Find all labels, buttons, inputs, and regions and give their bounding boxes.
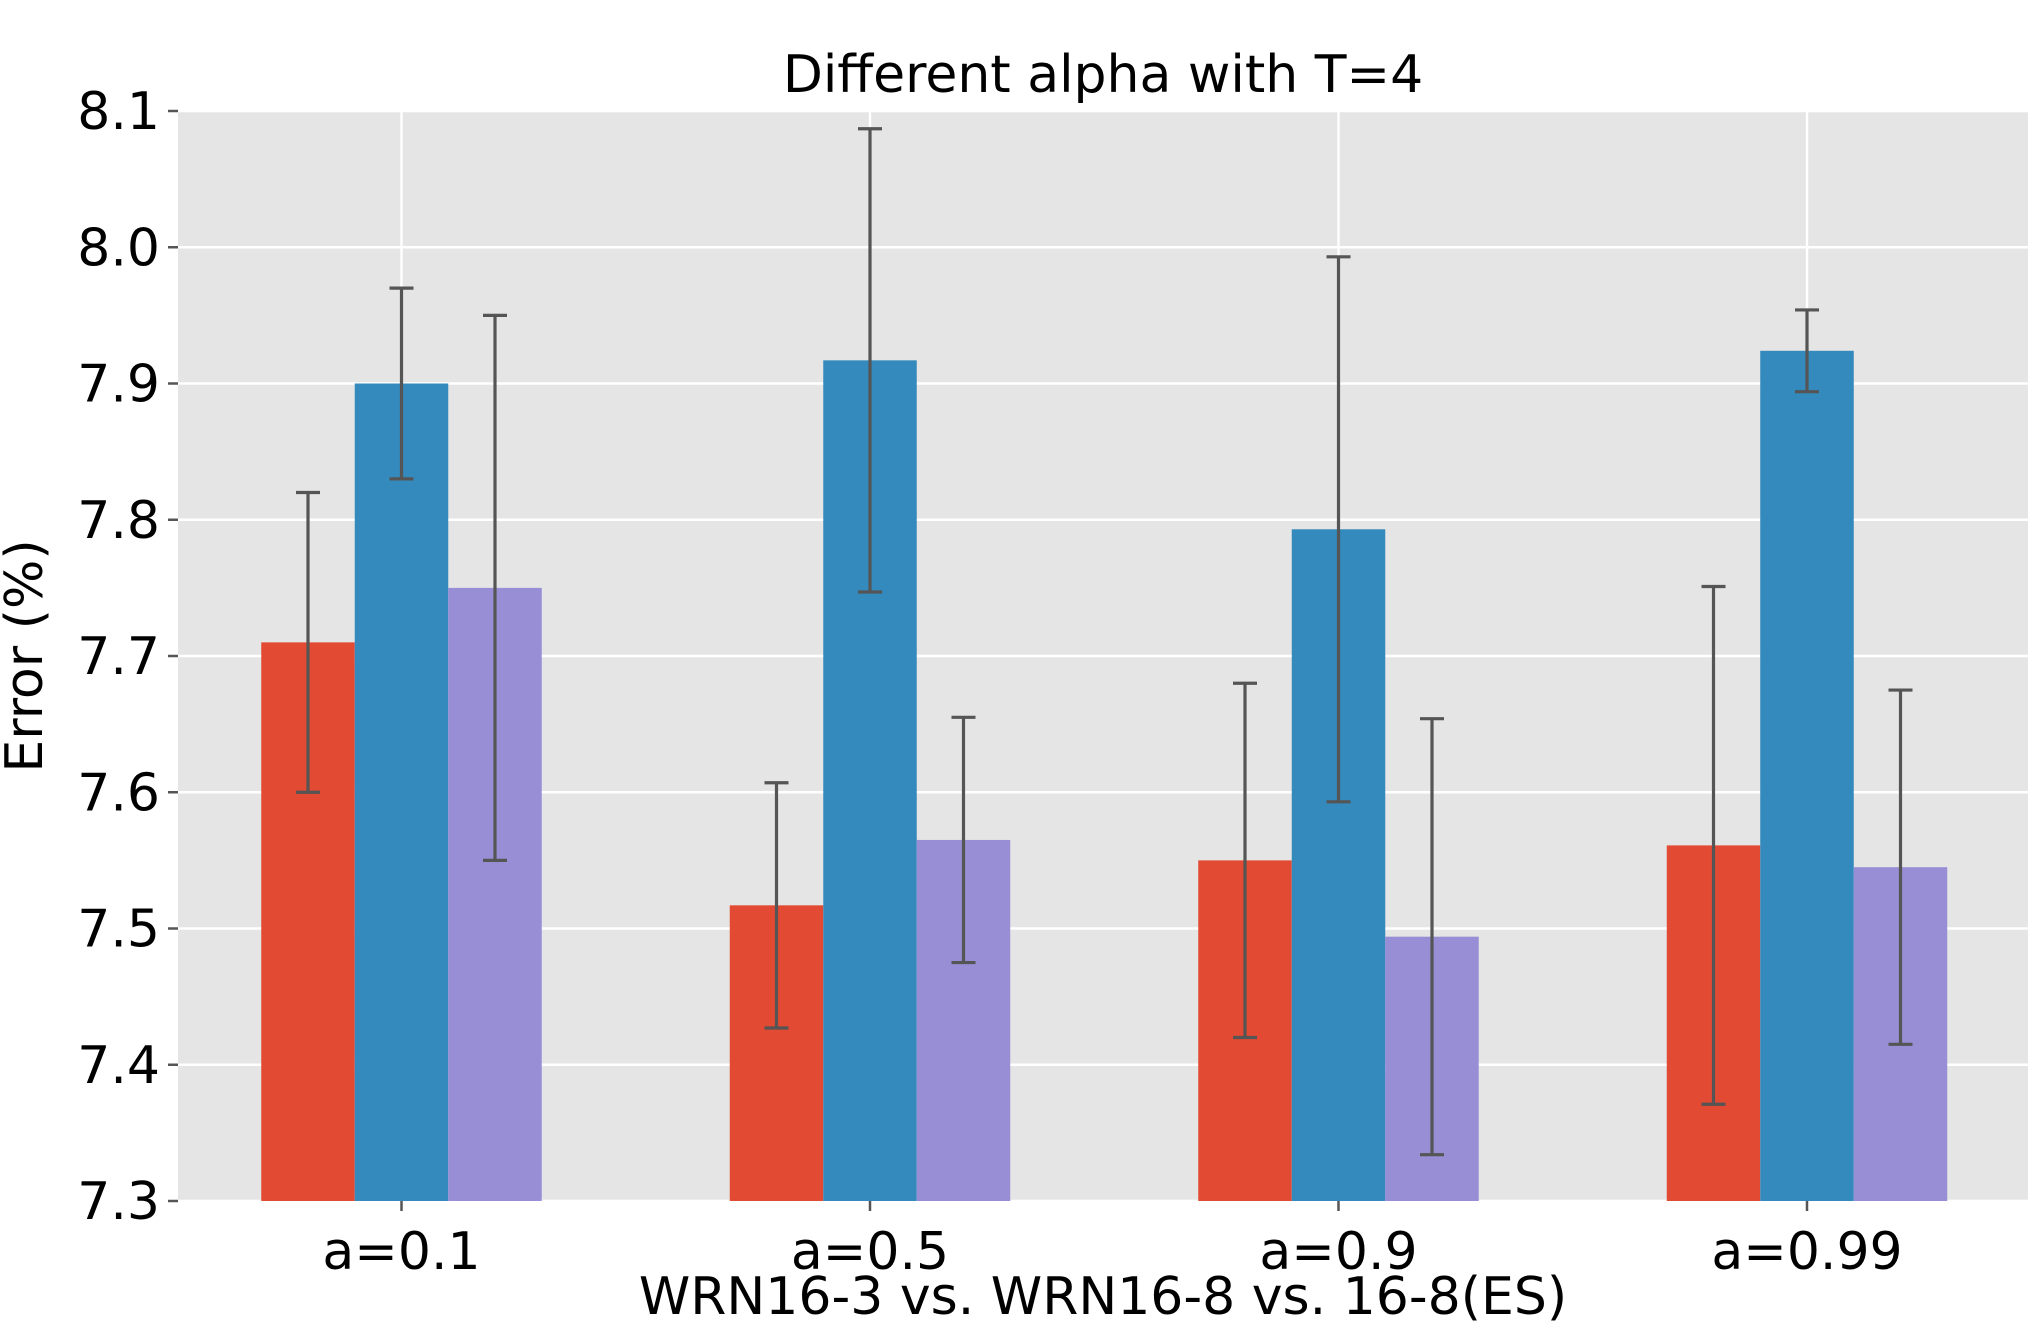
- x-tick-label: a=0.9: [1259, 1222, 1417, 1282]
- error-bars-layer: [296, 127, 1913, 1157]
- bars-layer: [261, 350, 1948, 1201]
- y-tick-label: 8.0: [77, 218, 160, 278]
- y-tick-label: 7.6: [77, 763, 160, 823]
- y-tick-label: 7.3: [77, 1172, 160, 1232]
- x-axis-label: WRN16-3 vs. WRN16-8 vs. 16-8(ES): [639, 1267, 1567, 1327]
- x-tick-label: a=0.99: [1711, 1222, 1902, 1282]
- y-tick-label: 7.5: [77, 900, 160, 960]
- y-tick-label: 7.7: [77, 627, 160, 687]
- y-axis-label: Error (%): [0, 539, 55, 772]
- x-tick-label: a=0.5: [791, 1222, 949, 1282]
- x-tick-label: a=0.1: [322, 1222, 480, 1282]
- y-tick-label: 7.9: [77, 355, 160, 415]
- x-axis-ticks: a=0.1 a=0.5 a=0.9 a=0.99: [322, 1201, 1903, 1282]
- chart-title: Different alpha with T=4: [783, 45, 1423, 105]
- y-tick-label: 7.8: [77, 491, 160, 551]
- y-axis-ticks: 7.3 7.4 7.5 7.6 7.7 7.8 7.9 8.0 8.1: [77, 82, 178, 1232]
- bar: [1760, 350, 1854, 1201]
- y-tick-label: 7.4: [77, 1036, 160, 1096]
- bar: [354, 383, 449, 1201]
- y-tick-label: 8.1: [77, 82, 160, 142]
